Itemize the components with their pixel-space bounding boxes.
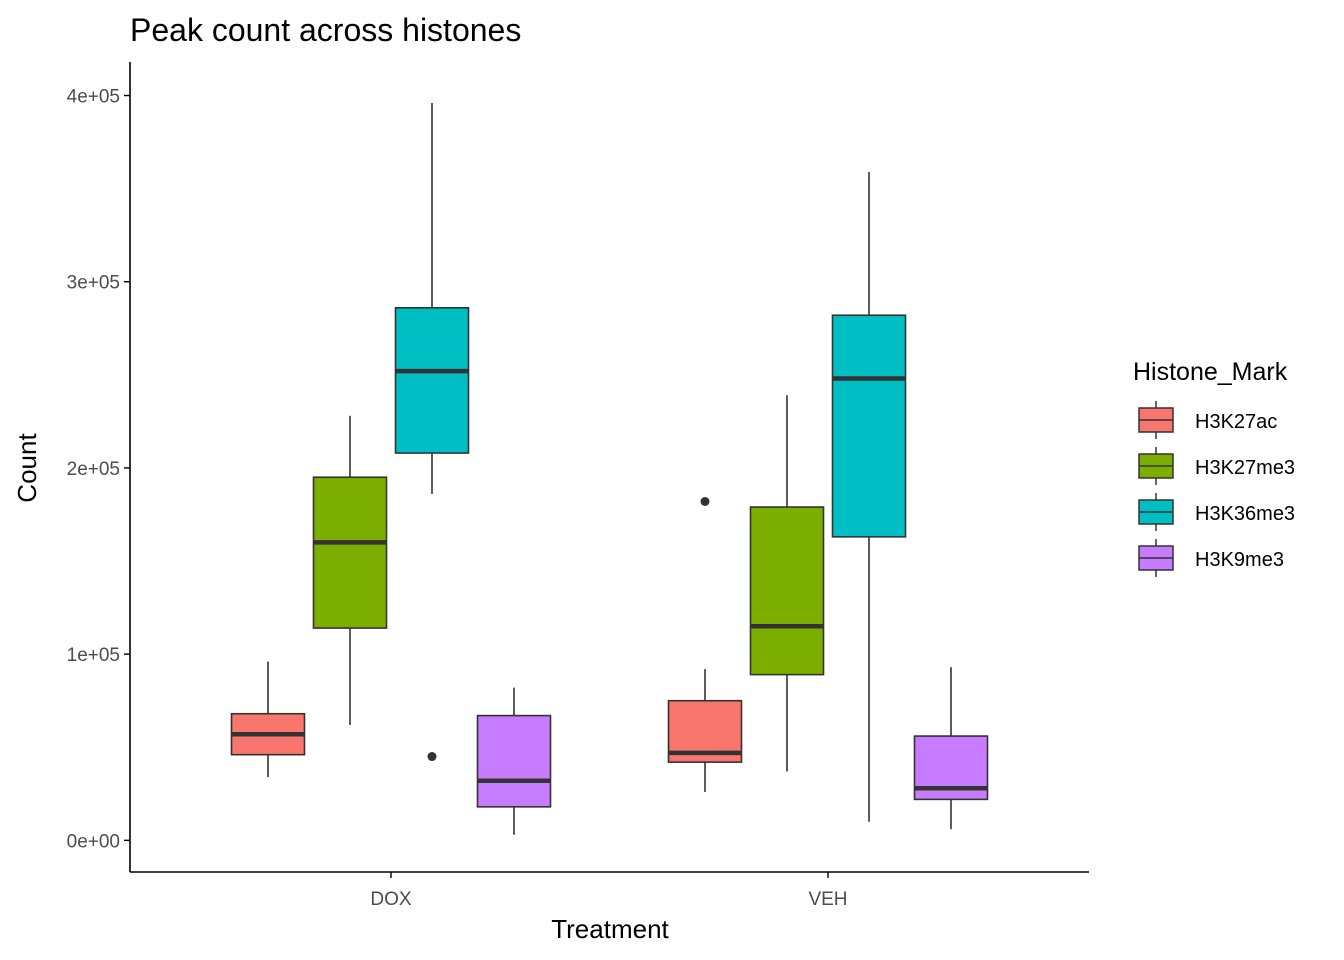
box-body: [476, 714, 552, 808]
x-axis-title: Treatment: [551, 914, 669, 944]
legend-label: H3K9me3: [1195, 549, 1284, 571]
legend: Histone_Mark H3K27ac H3K27me3 H3K36me3 H3K9…: [1133, 358, 1295, 577]
chart-title: Peak count across histones: [130, 12, 521, 48]
legend-item-H3K27me3: H3K27me3: [1138, 447, 1295, 485]
legend-item-H3K9me3: H3K9me3: [1138, 539, 1284, 577]
box-H3K9me3-VEH: [913, 667, 989, 830]
y-tick-label: 4e+05: [67, 87, 120, 108]
y-tick-label: 1e+05: [67, 645, 120, 666]
plot-area: [230, 102, 989, 835]
y-tick-label: 2e+05: [67, 459, 120, 480]
x-axis-ticks: DOX VEH: [370, 872, 848, 910]
legend-label: H3K27ac: [1195, 411, 1277, 433]
legend-item-H3K27ac: H3K27ac: [1138, 401, 1277, 439]
outlier-point: [427, 752, 437, 762]
x-tick-label: DOX: [370, 889, 412, 910]
y-axis-title: Count: [12, 433, 42, 503]
box-H3K27me3-DOX: [312, 415, 388, 725]
outlier-point: [700, 496, 710, 506]
box-H3K27me3-VEH: [749, 395, 825, 772]
y-tick-label: 0e+00: [67, 831, 120, 852]
y-axis-ticks: 0e+00 1e+05 2e+05 3e+05 4e+05: [67, 87, 130, 852]
box-body: [312, 476, 388, 629]
legend-label: H3K36me3: [1195, 503, 1295, 525]
box-body: [394, 306, 470, 454]
box-H3K36me3-VEH: [831, 171, 907, 822]
box-H3K27ac-DOX: [230, 661, 306, 778]
box-H3K36me3-DOX: [394, 102, 470, 762]
x-tick-label: VEH: [808, 889, 847, 910]
legend-item-H3K36me3: H3K36me3: [1138, 493, 1295, 531]
y-tick-label: 3e+05: [67, 273, 120, 294]
legend-title: Histone_Mark: [1133, 358, 1288, 386]
box-H3K9me3-DOX: [476, 687, 552, 835]
box-H3K27ac-VEH: [667, 496, 743, 792]
legend-label: H3K27me3: [1195, 457, 1295, 479]
box-body: [831, 314, 907, 538]
box-body: [749, 506, 825, 676]
